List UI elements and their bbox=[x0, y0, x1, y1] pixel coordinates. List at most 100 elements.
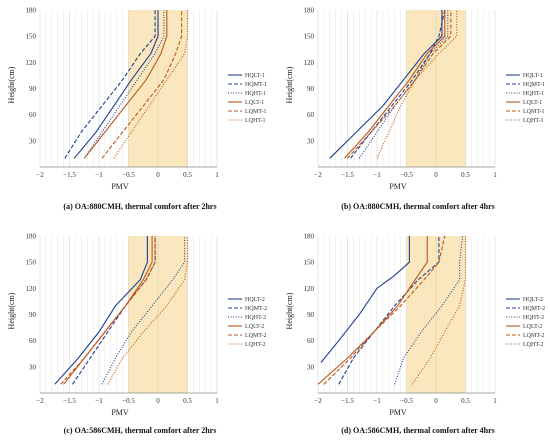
legend-label: LQLT-1 bbox=[523, 100, 542, 106]
series-line-hqlt-1 bbox=[329, 10, 443, 159]
legend-label: LQMT-2 bbox=[523, 333, 544, 339]
x-tick-label: −2 bbox=[314, 397, 322, 405]
x-tick-label: −1.5 bbox=[63, 397, 76, 405]
x-tick-label: −2 bbox=[36, 171, 44, 179]
x-tick-label: 1 bbox=[493, 171, 497, 179]
x-tick-label: 0 bbox=[434, 171, 438, 179]
chart-panel-1: −2 −1.5 −1 −0.5 0 0.5 1 30 60 90 120 150 180 PMV Heigh… bbox=[7, 7, 267, 212]
x-axis-label: PMV bbox=[111, 408, 129, 417]
legend-label: HQMT-2 bbox=[245, 306, 267, 312]
legend-label: LQHT-1 bbox=[245, 118, 265, 124]
y-tick-label: 60 bbox=[29, 337, 37, 345]
y-tick-label: 150 bbox=[304, 259, 315, 267]
y-tick-label: 120 bbox=[26, 59, 37, 67]
series-line-lqlt-2 bbox=[317, 236, 428, 385]
x-tick-label: 1 bbox=[493, 397, 497, 405]
series-line-hqlt-2 bbox=[320, 236, 410, 363]
y-tick-label: 90 bbox=[29, 311, 37, 319]
legend: HQLT-1 HQMT-1 HQHT-1 LQLT-1 LQMT-1 LQHT-1 bbox=[228, 73, 267, 124]
y-tick-label: 90 bbox=[307, 85, 315, 93]
legend-label: LQMT-1 bbox=[523, 109, 544, 115]
x-tick-label: −1 bbox=[95, 397, 103, 405]
legend: HQLT-2 HQMT-2 HQHT-2 LQLT-2 LQMT-2 LQHT-2 bbox=[506, 297, 545, 348]
y-tick-label: 150 bbox=[26, 33, 37, 41]
chart-panel-4: −2 −1.5 −1 −0.5 0 0.5 1 30 60 90 120 150 180 PMV Heigh… bbox=[285, 233, 545, 436]
y-tick-label: 120 bbox=[26, 285, 37, 293]
y-tick-label: 150 bbox=[304, 33, 315, 41]
y-tick-label: 180 bbox=[304, 233, 315, 241]
x-tick-label: 0 bbox=[156, 397, 160, 405]
y-tick-label: 90 bbox=[29, 85, 37, 93]
y-tick-label: 150 bbox=[26, 259, 37, 267]
y-tick-label: 180 bbox=[304, 7, 315, 15]
legend-label: LQHT-2 bbox=[523, 342, 543, 348]
series-line-lqht-1 bbox=[376, 10, 458, 159]
legend-label: HQLT-2 bbox=[245, 297, 265, 303]
series-line-lqlt-1 bbox=[344, 10, 446, 159]
y-tick-label: 30 bbox=[307, 363, 315, 371]
legend: HQLT-2 HQMT-2 HQHT-2 LQLT-2 LQMT-2 LQHT-2 bbox=[228, 297, 267, 348]
x-tick-label: −2 bbox=[36, 397, 44, 405]
x-tick-label: 0.5 bbox=[461, 171, 470, 179]
y-axis-label: Height(cm) bbox=[285, 66, 294, 103]
y-tick-label: 120 bbox=[304, 285, 315, 293]
y-tick-label: 60 bbox=[29, 111, 37, 119]
x-tick-label: 1 bbox=[215, 397, 219, 405]
legend-label: HQLT-1 bbox=[523, 73, 543, 79]
x-tick-label: −1.5 bbox=[341, 397, 354, 405]
panel-caption: (b) OA:880CMH, thermal comfort after 4hr… bbox=[341, 202, 495, 211]
series-line-lqht-2 bbox=[411, 236, 467, 385]
series-line-hqht-1 bbox=[83, 10, 165, 159]
x-tick-label: 0 bbox=[434, 397, 438, 405]
x-tick-label: −1 bbox=[95, 171, 103, 179]
series-line-lqlt-2 bbox=[63, 236, 153, 385]
x-tick-label: 1 bbox=[215, 171, 219, 179]
chart-panel-2: −2 −1.5 −1 −0.5 0 0.5 1 30 60 90 120 150 180 PMV Heigh… bbox=[285, 7, 545, 212]
y-tick-label: 120 bbox=[304, 59, 315, 67]
series-line-hqht-2 bbox=[101, 236, 186, 385]
x-tick-label: −0.5 bbox=[400, 171, 413, 179]
series-line-hqmt-1 bbox=[350, 9, 446, 159]
y-tick-label: 180 bbox=[26, 7, 37, 15]
series-line-hqlt-2 bbox=[54, 236, 148, 385]
legend-label: HQHT-1 bbox=[245, 91, 266, 97]
legend-label: LQHT-1 bbox=[523, 118, 543, 124]
series-line-lqmt-2 bbox=[323, 235, 446, 385]
x-tick-label: −1 bbox=[373, 397, 381, 405]
series-line-lqlt-1 bbox=[83, 10, 168, 159]
legend-label: LQMT-1 bbox=[245, 109, 266, 115]
x-axis-label: PMV bbox=[389, 182, 407, 191]
y-tick-label: 60 bbox=[307, 111, 315, 119]
y-axis-label: Height(cm) bbox=[7, 292, 16, 329]
y-tick-label: 60 bbox=[307, 337, 315, 345]
x-tick-label: −1.5 bbox=[341, 171, 354, 179]
x-tick-label: −1 bbox=[373, 171, 381, 179]
legend-label: HQHT-2 bbox=[523, 315, 544, 321]
series-line-hqmt-2 bbox=[72, 236, 156, 385]
y-tick-label: 30 bbox=[29, 363, 37, 371]
legend: HQLT-1 HQMT-1 HQHT-1 LQLT-1 LQMT-1 LQHT-1 bbox=[506, 73, 545, 124]
legend-label: LQMT-2 bbox=[245, 333, 266, 339]
x-tick-label: −0.5 bbox=[122, 397, 135, 405]
x-tick-label: −0.5 bbox=[122, 171, 135, 179]
y-tick-label: 90 bbox=[307, 311, 315, 319]
series-line-hqmt-1 bbox=[64, 10, 156, 159]
panel-caption: (a) OA:880CMH, thermal comfort after 2hr… bbox=[63, 202, 216, 211]
panel-caption: (c) OA:586CMH, thermal comfort after 2hr… bbox=[64, 426, 217, 435]
legend-label: LQHT-2 bbox=[245, 342, 265, 348]
x-tick-label: 0.5 bbox=[183, 397, 192, 405]
legend-label: HQMT-1 bbox=[523, 82, 545, 88]
y-tick-label: 180 bbox=[26, 233, 37, 241]
legend-label: HQMT-1 bbox=[245, 82, 267, 88]
y-tick-label: 30 bbox=[307, 137, 315, 145]
legend-label: HQHT-2 bbox=[245, 315, 266, 321]
x-tick-label: 0.5 bbox=[183, 171, 192, 179]
series-line-lqht-1 bbox=[113, 10, 189, 159]
legend-label: HQMT-2 bbox=[523, 306, 545, 312]
panel-caption: (d) OA:586CMH, thermal comfort after 4hr… bbox=[341, 426, 495, 435]
x-tick-label: −0.5 bbox=[400, 397, 413, 405]
y-tick-label: 30 bbox=[29, 137, 37, 145]
legend-label: LQLT-2 bbox=[523, 324, 542, 330]
x-tick-label: −1.5 bbox=[63, 171, 76, 179]
